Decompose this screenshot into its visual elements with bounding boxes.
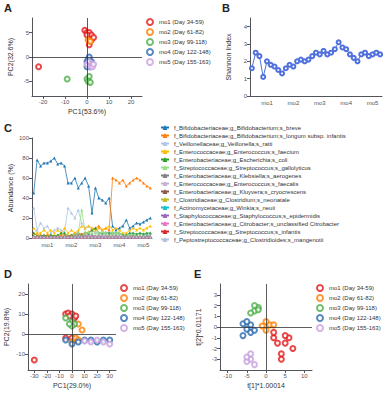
svg-text:10: 10 xyxy=(106,99,113,105)
svg-text:t[2]*0.01171: t[2]*0.01171 xyxy=(195,308,203,345)
svg-text:mo5 (Day 155-163): mo5 (Day 155-163) xyxy=(133,325,185,331)
svg-text:40: 40 xyxy=(22,195,29,201)
svg-text:f_Peptostreptococcaceae;g_Clos: f_Peptostreptococcaceae;g_Clostridioides… xyxy=(174,237,323,243)
svg-text:100: 100 xyxy=(19,135,30,141)
svg-text:0: 0 xyxy=(26,54,30,60)
svg-text:20: 20 xyxy=(18,291,25,297)
svg-text:mo4: mo4 xyxy=(114,242,126,248)
svg-text:-3: -3 xyxy=(212,356,218,362)
svg-text:80: 80 xyxy=(22,155,29,161)
svg-text:30: 30 xyxy=(106,373,113,379)
svg-text:-1: -1 xyxy=(212,335,218,341)
svg-text:20: 20 xyxy=(128,99,135,105)
svg-text:mo2 (Day 61-82): mo2 (Day 61-82) xyxy=(133,295,178,301)
svg-text:0: 0 xyxy=(264,373,268,379)
svg-text:0: 0 xyxy=(214,324,218,330)
svg-text:60: 60 xyxy=(22,175,29,181)
svg-text:mo3 (Day 99-118): mo3 (Day 99-118) xyxy=(133,305,181,311)
svg-text:3: 3 xyxy=(244,41,248,47)
svg-text:mo2 (Day 61-82): mo2 (Day 61-82) xyxy=(329,295,374,301)
svg-text:1: 1 xyxy=(214,313,218,319)
svg-text:0: 0 xyxy=(244,93,248,99)
svg-text:mo1: mo1 xyxy=(261,100,273,106)
svg-text:Shannon Index: Shannon Index xyxy=(225,33,232,81)
svg-text:C: C xyxy=(4,122,12,134)
svg-text:E: E xyxy=(194,268,201,280)
svg-text:f_Enterobacteriaceae;g_Klebsie: f_Enterobacteriaceae;g_Klebsiella;s_aero… xyxy=(174,173,301,179)
svg-text:0: 0 xyxy=(22,331,26,337)
svg-text:f_Bifidobacteriaceae;g_Bifidob: f_Bifidobacteriaceae;g_Bifidobacterium;s… xyxy=(174,133,346,139)
svg-text:f_Enterobacteriaceae;g_Citroba: f_Enterobacteriaceae;g_Citrobacter;s_unc… xyxy=(174,221,339,227)
svg-text:mo2 (Day 61-82): mo2 (Day 61-82) xyxy=(159,29,204,35)
svg-text:10: 10 xyxy=(18,311,25,317)
svg-text:mo3: mo3 xyxy=(314,100,326,106)
svg-text:-30: -30 xyxy=(30,373,39,379)
svg-text:0: 0 xyxy=(85,99,89,105)
svg-text:PC2(32.6%): PC2(32.6%) xyxy=(7,38,15,76)
svg-text:mo1: mo1 xyxy=(42,242,54,248)
svg-text:mo5 (Day 155-163): mo5 (Day 155-163) xyxy=(159,59,211,65)
svg-text:3: 3 xyxy=(214,292,218,298)
svg-text:f_Enterococcaceae;g_Enterococc: f_Enterococcaceae;g_Enterococcus;s_faeci… xyxy=(174,149,299,155)
svg-text:mo1 (Day 34-59): mo1 (Day 34-59) xyxy=(159,19,204,25)
svg-text:f_Streptococcaceae;g_Streptoco: f_Streptococcaceae;g_Streptococcus;s_inf… xyxy=(174,229,300,235)
svg-text:f_Enterobacteriaceae;g_Escheri: f_Enterobacteriaceae;g_Escherichia;s_col… xyxy=(174,157,287,163)
svg-text:mo5: mo5 xyxy=(367,100,379,106)
svg-text:2: 2 xyxy=(244,58,248,64)
svg-text:10: 10 xyxy=(301,373,308,379)
svg-text:-10: -10 xyxy=(61,99,70,105)
svg-text:2: 2 xyxy=(214,303,218,309)
svg-text:1: 1 xyxy=(244,76,248,82)
svg-text:PC1(53.6%): PC1(53.6%) xyxy=(68,108,106,116)
svg-text:-10: -10 xyxy=(55,373,64,379)
svg-text:f_Staphylococcaceae;g_Staphylo: f_Staphylococcaceae;g_Staphylococcus;s_e… xyxy=(174,213,320,219)
svg-text:-2: -2 xyxy=(212,346,218,352)
svg-text:mo4 (Day 122-148): mo4 (Day 122-148) xyxy=(159,49,211,55)
svg-text:20: 20 xyxy=(22,215,29,221)
svg-text:mo5 (Day 155-163): mo5 (Day 155-163) xyxy=(329,325,381,331)
svg-text:mo3 (Day 99-118): mo3 (Day 99-118) xyxy=(329,305,377,311)
svg-text:mo1 (Day 34-59): mo1 (Day 34-59) xyxy=(133,285,178,291)
svg-text:-5: -5 xyxy=(244,373,250,379)
svg-text:f_Enterococcaceae;g_Enterococc: f_Enterococcaceae;g_Enterococcus;s_faeca… xyxy=(174,181,298,187)
svg-text:5: 5 xyxy=(283,373,287,379)
svg-text:mo3: mo3 xyxy=(90,242,102,248)
svg-text:PC2(19.8%): PC2(19.8%) xyxy=(3,308,11,346)
svg-text:mo5: mo5 xyxy=(138,242,150,248)
svg-text:0: 0 xyxy=(70,373,74,379)
svg-text:D: D xyxy=(4,268,12,280)
svg-text:PC1(29.0%): PC1(29.0%) xyxy=(53,382,91,390)
svg-text:t[1]*1.00014: t[1]*1.00014 xyxy=(247,382,285,390)
svg-text:mo4: mo4 xyxy=(340,100,352,106)
svg-text:Abundance (%): Abundance (%) xyxy=(7,164,15,212)
svg-text:mo2: mo2 xyxy=(288,100,300,106)
svg-text:f_Enterobacteriaceae;g_Kluyver: f_Enterobacteriaceae;g_Kluyvera;s_cryocr… xyxy=(174,189,306,195)
svg-text:-5: -5 xyxy=(24,78,30,84)
svg-text:0: 0 xyxy=(26,235,30,241)
svg-text:f_Actinomycetaceae;g_Winkia;s_: f_Actinomycetaceae;g_Winkia;s_neuii xyxy=(174,205,275,211)
svg-text:f_Veillonellaceae;g_Veillonell: f_Veillonellaceae;g_Veillonella;s_ratti xyxy=(174,141,272,147)
svg-text:20: 20 xyxy=(94,373,101,379)
svg-text:-10: -10 xyxy=(223,373,232,379)
svg-text:mo2: mo2 xyxy=(66,242,78,248)
svg-text:mo1 (Day 34-59): mo1 (Day 34-59) xyxy=(329,285,374,291)
svg-text:10: 10 xyxy=(81,373,88,379)
svg-text:f_Streptococcaceae;g_Streptoco: f_Streptococcaceae;g_Streptococcus;s_gal… xyxy=(174,165,311,171)
svg-text:A: A xyxy=(4,2,12,14)
svg-text:4: 4 xyxy=(244,24,248,30)
svg-text:mo4 (Day 122-148): mo4 (Day 122-148) xyxy=(329,315,381,321)
svg-text:5: 5 xyxy=(26,30,30,36)
svg-text:-20: -20 xyxy=(39,99,48,105)
svg-text:mo4 (Day 122-148): mo4 (Day 122-148) xyxy=(133,315,185,321)
svg-text:-10: -10 xyxy=(16,351,25,357)
svg-text:f_Bifidobacteriaceae;g_Bifidob: f_Bifidobacteriaceae;g_Bifidobacterium;s… xyxy=(174,125,302,131)
svg-text:f_Clostridiaceae;g_Clostridium: f_Clostridiaceae;g_Clostridium;s_neonata… xyxy=(174,197,290,203)
svg-text:B: B xyxy=(222,2,230,14)
svg-text:mo3 (Day 99-118): mo3 (Day 99-118) xyxy=(159,39,207,45)
svg-text:-20: -20 xyxy=(43,373,52,379)
